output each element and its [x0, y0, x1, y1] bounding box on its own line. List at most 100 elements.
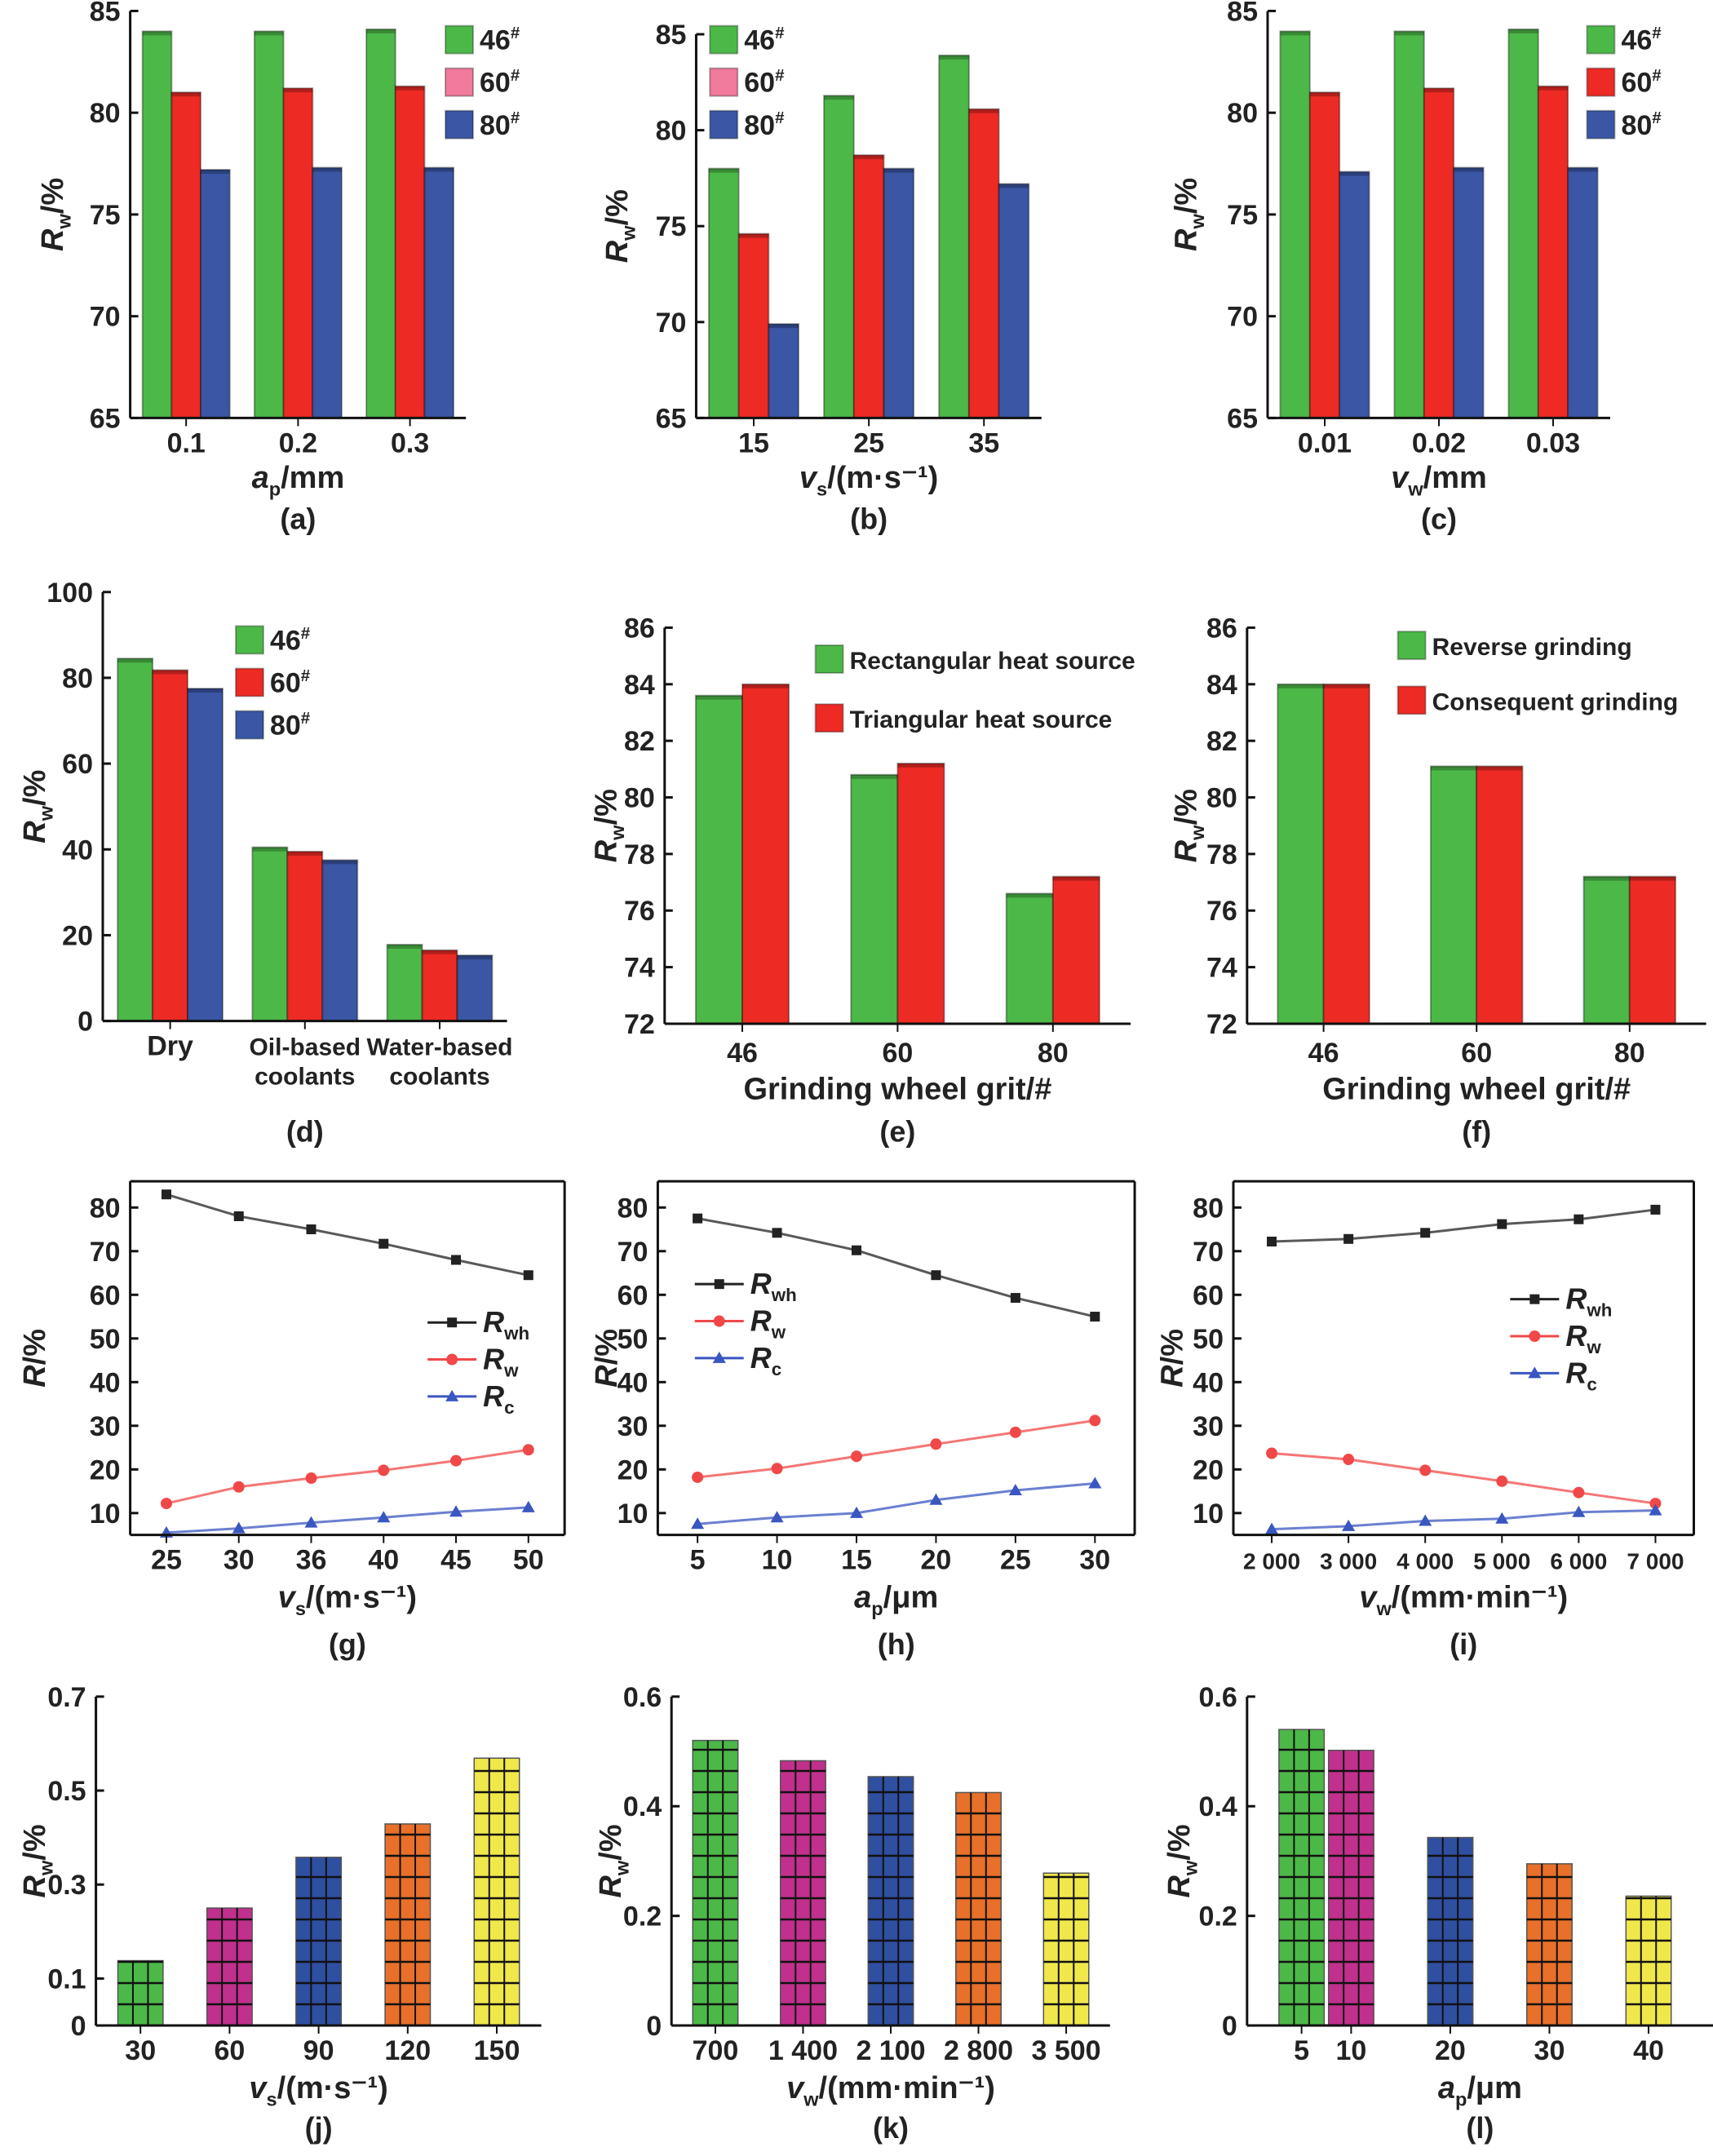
- bar-top: [708, 168, 739, 173]
- y-tick-label: 84: [624, 670, 655, 701]
- y-axis-label-sub: w: [618, 225, 640, 241]
- bar-top: [742, 684, 790, 688]
- bar-body: [187, 688, 224, 1022]
- legend-label-num: 46: [270, 625, 301, 656]
- x-tick-label: 40: [1633, 2035, 1664, 2066]
- x-tick-label: 10: [762, 1545, 793, 1576]
- x-axis-label-main: v: [1391, 461, 1410, 495]
- x-axis-label-main: v: [786, 2071, 805, 2105]
- x-tick-label: 0.01: [1298, 427, 1352, 458]
- data-point: [1420, 1228, 1431, 1238]
- chart-panel-l: 0 0.2 0.4 0.6 5 10 20 30 40 ap/μm Rw/% (l): [1162, 1682, 1713, 2145]
- data-point: [929, 1493, 943, 1505]
- y-axis-label: R/%: [1156, 1329, 1190, 1388]
- x-tick-label: 50: [513, 1545, 544, 1576]
- hatched-bar: [295, 1857, 343, 2026]
- legend-label-sup: #: [1652, 109, 1662, 127]
- x-axis-label-sub: p: [269, 479, 281, 500]
- bar-body: [1526, 1863, 1573, 2026]
- bar-body: [780, 1760, 826, 2026]
- hatched-bar: [1526, 1863, 1573, 2026]
- x-tick-label: 2 800: [944, 2035, 1013, 2066]
- y-tick-label: 80: [1227, 98, 1258, 129]
- x-axis-label: vs/(m·s⁻¹): [799, 461, 938, 500]
- legend-item: 80#: [709, 109, 785, 141]
- x-tick-label: 0.1: [167, 427, 206, 458]
- legend-item: Rwh: [694, 1267, 797, 1305]
- y-tick-label: 84: [1206, 670, 1237, 701]
- y-axis-label-rest: /%: [1169, 789, 1203, 825]
- bar-top: [422, 950, 458, 954]
- y-tick-label: 0.3: [47, 1870, 86, 1901]
- x-tick-label: 46: [1308, 1038, 1339, 1069]
- data-point: [1343, 1454, 1355, 1466]
- legend-label-sub: wh: [503, 1323, 529, 1344]
- bar-body: [1051, 875, 1100, 1025]
- legend-item: Rc: [427, 1379, 515, 1418]
- bar-top: [768, 324, 799, 329]
- data-point: [1419, 1514, 1432, 1526]
- x-tick-label: 0.03: [1526, 427, 1580, 458]
- x-axis-label: vw/(mm·min⁻¹): [1359, 1581, 1568, 1620]
- legend-label: 80#: [1621, 109, 1662, 141]
- chart-panel-i: 10 20 30 40 50 60 70 80 2 000 3 000 4 000 5 000 6 00…: [1156, 1180, 1695, 1661]
- data-point: [1089, 1414, 1101, 1427]
- y-tick-label: 70: [90, 302, 121, 333]
- legend-label: 80#: [270, 710, 311, 742]
- data-point: [521, 1500, 535, 1512]
- legend-item: 46#: [709, 24, 785, 56]
- legend-swatch: [814, 703, 844, 733]
- legend-item: Rectangular heat source: [814, 644, 1135, 675]
- bar: [741, 683, 790, 1025]
- bar: [282, 87, 314, 419]
- series-line: [697, 1419, 1096, 1479]
- legend-label-sub: w: [771, 1322, 786, 1343]
- bar-body: [998, 183, 1030, 419]
- bar-body: [967, 108, 1000, 419]
- hatched-bar: [206, 1907, 253, 2026]
- legend-label-sup: #: [301, 667, 311, 685]
- y-axis-label-main: R: [590, 1365, 624, 1388]
- legend-label-sup: #: [301, 710, 311, 728]
- bar-top: [1309, 92, 1340, 97]
- bar-body: [1427, 1836, 1474, 2026]
- y-tick-label: 10: [90, 1499, 121, 1530]
- y-axis-label-main: R: [18, 821, 52, 843]
- bar: [896, 762, 945, 1025]
- legend-label-sup: #: [301, 625, 311, 643]
- bar-top: [201, 170, 230, 175]
- x-axis-label: vw/(mm·min⁻¹): [786, 2071, 995, 2110]
- legend-label-main: R: [483, 1305, 504, 1339]
- x-axis-label-rest: /(m·s⁻¹): [277, 2071, 388, 2105]
- bar-top: [968, 108, 999, 113]
- bar: [1507, 28, 1539, 419]
- data-point: [232, 1481, 245, 1493]
- legend-label: Consequent grinding: [1432, 688, 1679, 715]
- bar-top: [254, 31, 284, 36]
- legend-item: 46#: [445, 24, 520, 56]
- bar-top: [312, 167, 342, 172]
- bar: [365, 28, 396, 419]
- bar-top: [1568, 167, 1598, 172]
- legend-label: 80#: [744, 109, 785, 141]
- legend-label-num: 80: [1621, 110, 1652, 141]
- legend-label: Rw: [1565, 1319, 1601, 1357]
- data-point: [851, 1450, 862, 1463]
- legend-item: Rc: [1510, 1356, 1597, 1394]
- panel-caption: (l): [1466, 2111, 1494, 2145]
- hatched-bar: [867, 1776, 914, 2026]
- legend-label-sup: #: [1652, 24, 1662, 42]
- bar-top: [1538, 86, 1569, 91]
- legend-label: 46#: [1621, 24, 1662, 56]
- x-tick-label: 46: [727, 1038, 758, 1069]
- bar-top: [883, 168, 914, 173]
- y-tick-label: 30: [617, 1411, 648, 1442]
- bar: [694, 694, 744, 1025]
- bar-body: [1339, 170, 1370, 419]
- legend-swatch: [709, 109, 739, 139]
- y-axis-label-rest: /%: [1156, 1329, 1190, 1365]
- x-tick-label: 0.02: [1412, 427, 1466, 458]
- y-tick-label: 80: [1193, 1193, 1224, 1224]
